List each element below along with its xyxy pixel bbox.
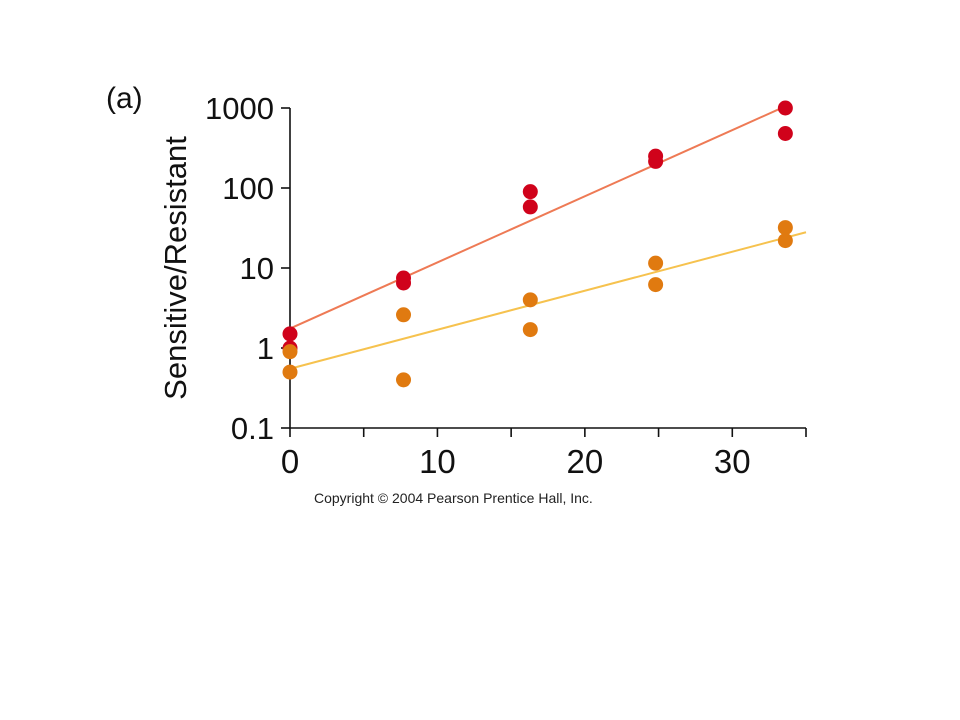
data-point [648,277,664,293]
fit-lines [289,105,807,370]
y-axis-label: Sensitive/Resistant [158,136,193,400]
x-tick-label: 0 [281,443,299,480]
y-tick-label: 1 [257,331,274,366]
panel-label: (a) [106,82,143,115]
fit-line [289,231,807,370]
axes: 0.1 1 10 100 1000 0 10 20 30 [205,91,807,480]
data-point [777,220,793,236]
copyright-notice: Copyright © 2004 Pearson Prentice Hall, … [314,490,593,506]
data-points [282,100,793,388]
data-point [522,292,538,308]
data-point [282,326,298,342]
x-tick-label: 10 [419,443,456,480]
y-tick-label: 1000 [205,91,274,126]
y-tick-label: 10 [240,251,274,286]
data-point [648,255,664,271]
data-point [777,233,793,249]
data-point [522,184,538,200]
data-point [282,344,298,360]
y-tick-label: 100 [222,171,274,206]
data-point [282,364,298,380]
data-point [648,153,664,169]
x-tick-label: 20 [566,443,603,480]
fit-line [289,105,786,330]
data-point [396,307,412,323]
data-point [777,126,793,142]
data-point [777,100,793,116]
x-tick-label: 30 [714,443,751,480]
data-point [396,275,412,291]
data-point [522,322,538,338]
data-point [522,199,538,215]
data-point [396,372,412,388]
y-tick-label: 0.1 [231,411,274,446]
